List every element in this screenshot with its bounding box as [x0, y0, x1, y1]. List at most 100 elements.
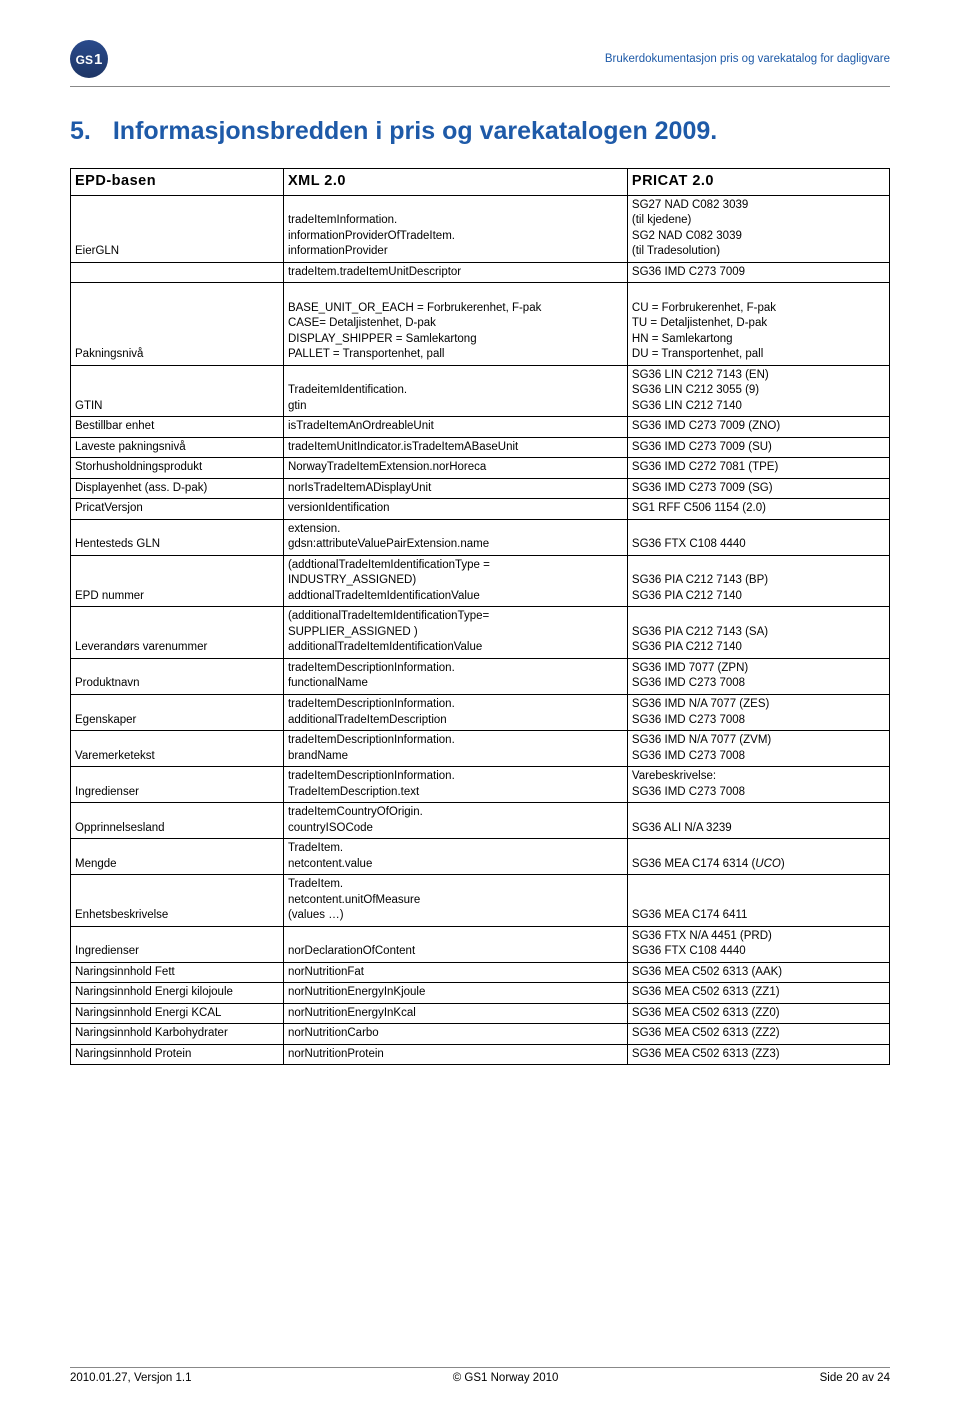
table-row: Naringsinnhold Energi kilojoulenorNutrit…: [71, 983, 890, 1004]
cell-pricat: SG36 IMD 7077 (ZPN) SG36 IMD C273 7008: [627, 658, 889, 694]
cell-xml: NorwayTradeItemExtension.norHoreca: [283, 458, 627, 479]
cell-epd: Naringsinnhold Protein: [71, 1044, 284, 1065]
header-epd: EPD-basen: [71, 169, 284, 196]
cell-epd: Ingredienser: [71, 767, 284, 803]
cell-pricat: SG36 MEA C174 6411: [627, 875, 889, 927]
cell-xml: (addtionalTradeItemIdentificationType = …: [283, 555, 627, 607]
table-row: EnhetsbeskrivelseTradeItem. netcontent.u…: [71, 875, 890, 927]
cell-xml: TradeItem. netcontent.unitOfMeasure (val…: [283, 875, 627, 927]
cell-epd: Naringsinnhold Energi kilojoule: [71, 983, 284, 1004]
table-row: Bestillbar enhetisTradeItemAnOrdreableUn…: [71, 417, 890, 438]
cell-xml: extension. gdsn:attributeValuePairExtens…: [283, 519, 627, 555]
cell-xml: norNutritionCarbo: [283, 1024, 627, 1045]
table-row: EPD nummer(addtionalTradeItemIdentificat…: [71, 555, 890, 607]
cell-pricat: SG36 IMD N/A 7077 (ZES) SG36 IMD C273 70…: [627, 695, 889, 731]
cell-xml: TradeItem. netcontent.value: [283, 839, 627, 875]
cell-xml: norNutritionProtein: [283, 1044, 627, 1065]
table-row: Naringsinnhold ProteinnorNutritionProtei…: [71, 1044, 890, 1065]
table-row: Hentesteds GLNextension. gdsn:attributeV…: [71, 519, 890, 555]
cell-epd: Enhetsbeskrivelse: [71, 875, 284, 927]
cell-epd: Naringsinnhold Energi KCAL: [71, 1003, 284, 1024]
cell-xml: norDeclarationOfContent: [283, 926, 627, 962]
page-header: GS 1 Brukerdokumentasjon pris og varekat…: [70, 40, 890, 78]
cell-epd: Ingredienser: [71, 926, 284, 962]
cell-pricat: SG36 FTX N/A 4451 (PRD) SG36 FTX C108 44…: [627, 926, 889, 962]
cell-xml: tradeItemInformation. informationProvide…: [283, 195, 627, 262]
cell-xml: norNutritionEnergyInKjoule: [283, 983, 627, 1004]
cell-epd: GTIN: [71, 365, 284, 417]
cell-xml: norNutritionFat: [283, 962, 627, 983]
cell-pricat: SG36 ALI N/A 3239: [627, 803, 889, 839]
footer-left: 2010.01.27, Versjon 1.1: [70, 1372, 192, 1384]
cell-xml: versionIdentification: [283, 499, 627, 520]
footer-right: Side 20 av 24: [820, 1372, 890, 1384]
footer-divider: [70, 1367, 890, 1368]
cell-xml: isTradeItemAnOrdreableUnit: [283, 417, 627, 438]
cell-epd: EPD nummer: [71, 555, 284, 607]
cell-epd: PricatVersjon: [71, 499, 284, 520]
header-pricat: PRICAT 2.0: [627, 169, 889, 196]
section-number: 5.: [70, 117, 91, 145]
logo-gs-text: GS: [76, 53, 93, 67]
cell-epd: Displayenhet (ass. D-pak): [71, 478, 284, 499]
table-row: VaremerketeksttradeItemDescriptionInform…: [71, 731, 890, 767]
cell-xml: (additionalTradeItemIdentificationType= …: [283, 607, 627, 659]
cell-pricat: SG36 IMD C272 7081 (TPE): [627, 458, 889, 479]
gs1-logo: GS 1: [70, 40, 108, 78]
table-header-row: EPD-basen XML 2.0 PRICAT 2.0: [71, 169, 890, 196]
cell-pricat: SG36 IMD N/A 7077 (ZVM) SG36 IMD C273 70…: [627, 731, 889, 767]
cell-xml: norNutritionEnergyInKcal: [283, 1003, 627, 1024]
cell-epd: Mengde: [71, 839, 284, 875]
cell-epd: Pakningsnivå: [71, 283, 284, 366]
table-row: Naringsinnhold FettnorNutritionFatSG36 M…: [71, 962, 890, 983]
cell-pricat: SG36 IMD C273 7009: [627, 262, 889, 283]
cell-xml: BASE_UNIT_OR_EACH = Forbrukerenhet, F-pa…: [283, 283, 627, 366]
cell-epd: Leverandørs varenummer: [71, 607, 284, 659]
cell-epd: Opprinnelsesland: [71, 803, 284, 839]
cell-xml: tradeItemDescriptionInformation. additio…: [283, 695, 627, 731]
table-row: MengdeTradeItem. netcontent.valueSG36 ME…: [71, 839, 890, 875]
cell-epd: Produktnavn: [71, 658, 284, 694]
header-divider: [70, 86, 890, 87]
cell-xml: tradeItemCountryOfOrigin. countryISOCode: [283, 803, 627, 839]
table-body: EierGLNtradeItemInformation. information…: [71, 195, 890, 1065]
cell-pricat: SG36 PIA C212 7143 (SA) SG36 PIA C212 71…: [627, 607, 889, 659]
cell-xml: tradeItemUnitIndicator.isTradeItemABaseU…: [283, 437, 627, 458]
section-title-text: Informasjonsbredden i pris og varekatalo…: [113, 117, 717, 145]
cell-epd: [71, 262, 284, 283]
mapping-table: EPD-basen XML 2.0 PRICAT 2.0 EierGLNtrad…: [70, 168, 890, 1065]
cell-epd: Storhusholdningsprodukt: [71, 458, 284, 479]
table-row: IngrediensernorDeclarationOfContentSG36 …: [71, 926, 890, 962]
cell-pricat: SG36 IMD C273 7009 (SG): [627, 478, 889, 499]
table-row: OpprinnelseslandtradeItemCountryOfOrigin…: [71, 803, 890, 839]
cell-xml: tradeItemDescriptionInformation. brandNa…: [283, 731, 627, 767]
table-row: EierGLNtradeItemInformation. information…: [71, 195, 890, 262]
logo-1-text: 1: [94, 51, 102, 68]
cell-pricat: SG36 IMD C273 7009 (ZNO): [627, 417, 889, 438]
cell-pricat: SG36 FTX C108 4440: [627, 519, 889, 555]
cell-epd: Bestillbar enhet: [71, 417, 284, 438]
cell-xml: tradeItemDescriptionInformation. TradeIt…: [283, 767, 627, 803]
cell-epd: Laveste pakningsnivå: [71, 437, 284, 458]
section-heading: 5. Informasjonsbredden i pris og varekata…: [70, 117, 890, 146]
table-row: Displayenhet (ass. D-pak)norIsTradeItemA…: [71, 478, 890, 499]
cell-pricat: SG36 MEA C502 6313 (ZZ3): [627, 1044, 889, 1065]
cell-xml: TradeitemIdentification. gtin: [283, 365, 627, 417]
cell-pricat: Varebeskrivelse: SG36 IMD C273 7008: [627, 767, 889, 803]
table-row: Leverandørs varenummer(additionalTradeIt…: [71, 607, 890, 659]
cell-pricat: SG36 MEA C502 6313 (ZZ2): [627, 1024, 889, 1045]
cell-pricat: SG36 MEA C502 6313 (ZZ1): [627, 983, 889, 1004]
table-row: EgenskapertradeItemDescriptionInformatio…: [71, 695, 890, 731]
table-row: Laveste pakningsnivåtradeItemUnitIndicat…: [71, 437, 890, 458]
header-doc-title: Brukerdokumentasjon pris og varekatalog …: [605, 53, 890, 65]
cell-pricat: SG36 IMD C273 7009 (SU): [627, 437, 889, 458]
cell-xml: norIsTradeItemADisplayUnit: [283, 478, 627, 499]
table-row: ProduktnavntradeItemDescriptionInformati…: [71, 658, 890, 694]
cell-xml: tradeItemDescriptionInformation. functio…: [283, 658, 627, 694]
table-row: Pakningsnivå BASE_UNIT_OR_EACH = Forbruk…: [71, 283, 890, 366]
cell-pricat: SG36 LIN C212 7143 (EN) SG36 LIN C212 30…: [627, 365, 889, 417]
cell-epd: Egenskaper: [71, 695, 284, 731]
cell-xml: tradeItem.tradeItemUnitDescriptor: [283, 262, 627, 283]
cell-pricat: CU = Forbrukerenhet, F-pak TU = Detaljis…: [627, 283, 889, 366]
footer-center: © GS1 Norway 2010: [453, 1372, 559, 1384]
